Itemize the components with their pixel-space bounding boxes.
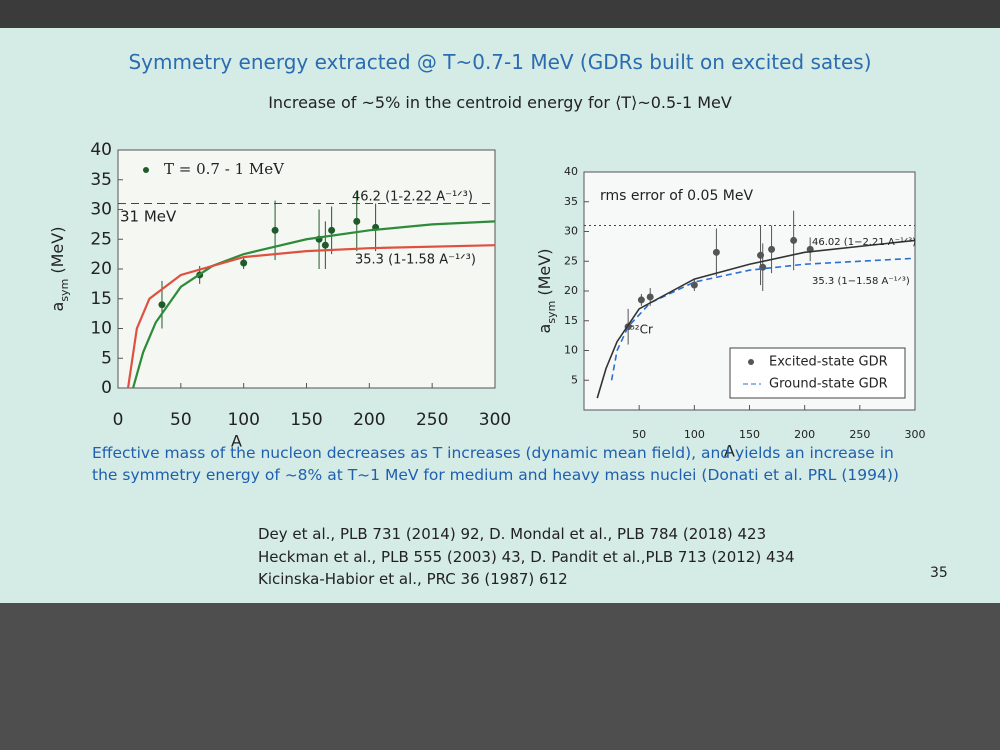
- legend-marker: [143, 167, 149, 173]
- x-tick-label: 200: [353, 410, 385, 430]
- y-tick-label: 40: [90, 140, 112, 160]
- y-axis-label-part: sym: [545, 301, 558, 324]
- data-point: [790, 236, 798, 244]
- y-tick-label: 25: [90, 229, 112, 249]
- x-tick-label: 200: [794, 428, 815, 441]
- legend-box: [729, 347, 906, 399]
- y-axis-label: asym (MeV): [535, 249, 558, 334]
- y-tick-label: 30: [90, 200, 112, 220]
- plot-area: [117, 149, 496, 389]
- y-axis-label-part: (MeV): [535, 249, 554, 301]
- data-point: [353, 217, 361, 225]
- slide-title: Symmetry energy extracted @ T~0.7-1 MeV …: [128, 50, 872, 74]
- curve: [126, 244, 496, 389]
- data-point: [712, 248, 720, 256]
- data-point: [158, 301, 166, 309]
- reference: Kicinska-Habior et al., PRC 36 (1987) 61…: [258, 570, 568, 588]
- y-axis-label-part: sym: [58, 279, 71, 302]
- reference: Dey et al., PLB 731 (2014) 92, D. Mondal…: [258, 525, 767, 543]
- legend-label: Excited-state GDR: [769, 355, 888, 370]
- x-tick-label: 300: [479, 410, 511, 430]
- legend-label: T = 0.7 - 1 MeV: [164, 160, 285, 178]
- screen-bottom: [0, 603, 1000, 750]
- x-tick-label: 150: [739, 428, 760, 441]
- x-tick-label: 250: [849, 428, 870, 441]
- annotation: 46.2 (1-2.22 A⁻¹ᐟ³): [352, 190, 473, 205]
- reference: Heckman et al., PLB 555 (2003) 43, D. Pa…: [258, 548, 795, 566]
- legend-label: Ground-state GDR: [769, 377, 888, 392]
- curve: [596, 239, 916, 399]
- y-tick-label: 0: [101, 378, 112, 398]
- y-tick-label: 30: [564, 225, 578, 238]
- annotation: 35.3 (1−1.58 A⁻¹ᐟ³): [812, 276, 910, 287]
- y-tick-label: 10: [564, 344, 578, 357]
- curve: [132, 220, 496, 389]
- curve: [610, 257, 916, 381]
- y-tick-label: 20: [564, 284, 578, 297]
- annotation: 46.02 (1−2.21 A⁻¹ᐟ³): [812, 237, 916, 248]
- annotation: 35.3 (1-1.58 A⁻¹ᐟ³): [355, 253, 476, 268]
- data-point: [321, 241, 329, 249]
- y-axis-label: asym (MeV): [48, 227, 71, 312]
- y-axis-label-part: a: [48, 302, 67, 312]
- y-tick-label: 5: [571, 373, 578, 386]
- y-axis-label-part: a: [535, 324, 554, 334]
- page-number: 35: [930, 565, 948, 581]
- x-tick-label: 150: [290, 410, 322, 430]
- annotation: rms error of 0.05 MeV: [600, 188, 753, 204]
- y-tick-label: 35: [90, 170, 112, 190]
- x-tick-label: 0: [113, 410, 124, 430]
- annotation: ⁵²Cr: [630, 323, 653, 337]
- y-tick-label: 5: [101, 348, 112, 368]
- data-point: [271, 226, 279, 234]
- y-tick-label: 15: [564, 314, 578, 327]
- data-point: [637, 296, 645, 304]
- body-text: Effective mass of the nucleon decreases …: [92, 444, 899, 484]
- legend-marker: [748, 359, 754, 365]
- slide-subtitle: Increase of ~5% in the centroid energy f…: [268, 93, 732, 112]
- data-point: [768, 245, 776, 253]
- x-axis-label: A: [724, 442, 735, 461]
- x-axis-label: A: [231, 432, 242, 451]
- reference-label: 31 MeV: [120, 208, 177, 226]
- data-point: [240, 259, 248, 267]
- y-tick-label: 15: [90, 289, 112, 309]
- data-point: [646, 293, 654, 301]
- x-tick-label: 50: [632, 428, 646, 441]
- y-tick-label: 10: [90, 319, 112, 339]
- y-axis-label-part: (MeV): [48, 227, 67, 279]
- y-tick-label: 40: [564, 165, 578, 178]
- data-point: [328, 226, 336, 234]
- y-tick-label: 35: [564, 195, 578, 208]
- x-tick-label: 300: [905, 428, 926, 441]
- x-tick-label: 250: [416, 410, 448, 430]
- y-tick-label: 20: [90, 259, 112, 279]
- y-tick-label: 25: [564, 254, 578, 267]
- x-tick-label: 100: [227, 410, 259, 430]
- x-tick-label: 50: [170, 410, 192, 430]
- x-tick-label: 100: [684, 428, 705, 441]
